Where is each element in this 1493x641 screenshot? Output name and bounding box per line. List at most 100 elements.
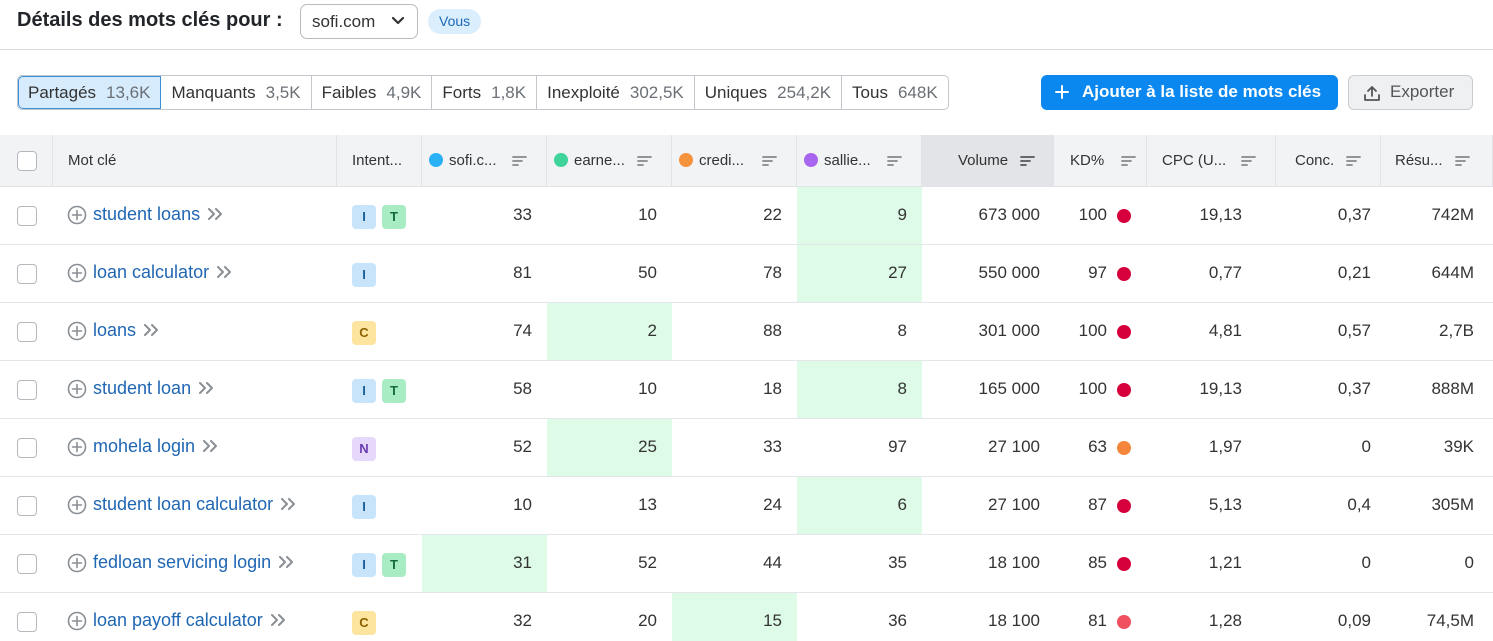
column-header-intent[interactable]: Intent... bbox=[337, 135, 422, 187]
table-row: student loan calculator I 10 13 24 6 27 100 87 5… bbox=[0, 477, 1493, 535]
position-value: 13 bbox=[638, 495, 657, 514]
position-cell-d1: 74 bbox=[422, 303, 547, 360]
keyword-link[interactable]: fedloan servicing login bbox=[93, 552, 296, 573]
kd-value: 100 bbox=[1078, 321, 1107, 340]
position-cell-d4: 36 bbox=[797, 593, 922, 641]
position-cell-d3: 88 bbox=[672, 303, 797, 360]
sort-icon bbox=[1241, 156, 1256, 166]
tab-partagés[interactable]: Partagés 13,6K bbox=[18, 76, 162, 109]
column-header-volume[interactable]: Volume bbox=[922, 135, 1054, 187]
keyword-link[interactable]: mohela login bbox=[93, 436, 220, 457]
tab-count: 13,6K bbox=[106, 82, 151, 102]
position-cell-d2: 2 bbox=[547, 303, 672, 360]
kd-value: 100 bbox=[1078, 379, 1107, 398]
tab-label: Manquants bbox=[171, 82, 256, 102]
kd-difficulty-dot bbox=[1117, 441, 1131, 455]
column-header-d2[interactable]: earne... bbox=[547, 135, 672, 187]
keyword-link[interactable]: loans bbox=[93, 320, 161, 341]
cpc-value: 4,81 bbox=[1208, 321, 1242, 340]
domain-dot-icon bbox=[554, 153, 568, 167]
kd-difficulty-dot bbox=[1117, 499, 1131, 513]
add-circle-icon bbox=[67, 495, 87, 515]
double-chevron-right-icon bbox=[208, 208, 223, 220]
competition-value: 0,09 bbox=[1337, 611, 1371, 630]
position-value: 81 bbox=[513, 263, 532, 282]
column-header-conc[interactable]: Conc. bbox=[1276, 135, 1381, 187]
sort-icon bbox=[637, 156, 652, 166]
tab-tous[interactable]: Tous 648K bbox=[842, 76, 948, 109]
position-cell-d2: 13 bbox=[547, 477, 672, 534]
keyword-link[interactable]: student loan bbox=[93, 378, 216, 399]
column-header-d3[interactable]: credi... bbox=[672, 135, 797, 187]
tab-label: Partagés bbox=[28, 82, 97, 102]
keyword-link[interactable]: student loan calculator bbox=[93, 494, 298, 515]
tab-label: Forts bbox=[442, 82, 482, 102]
position-value: 32 bbox=[513, 611, 532, 630]
sort-icon bbox=[887, 156, 902, 166]
column-header-text: earne... bbox=[574, 152, 625, 169]
position-cell-d4: 8 bbox=[797, 303, 922, 360]
add-circle-icon bbox=[67, 553, 87, 573]
keyword-text: fedloan servicing login bbox=[93, 552, 272, 572]
export-button[interactable]: Exporter bbox=[1348, 75, 1473, 110]
table-row: mohela login N 52 25 33 97 27 100 63 1,97 0 39K bbox=[0, 419, 1493, 477]
column-header-d4[interactable]: sallie... bbox=[797, 135, 922, 187]
intent-badge: I bbox=[352, 379, 376, 403]
position-cell-d4: 9 bbox=[797, 187, 922, 244]
intent-badge: T bbox=[382, 379, 406, 403]
kd-value: 63 bbox=[1088, 437, 1107, 456]
position-value: 50 bbox=[638, 263, 657, 282]
domain-dot-icon bbox=[804, 153, 818, 167]
position-cell-d3: 33 bbox=[672, 419, 797, 476]
add-to-keyword-list-button[interactable]: Ajouter à la liste de mots clés bbox=[1041, 75, 1338, 110]
position-value: 97 bbox=[888, 437, 907, 456]
kd-value: 81 bbox=[1088, 611, 1107, 630]
row-checkbox[interactable] bbox=[17, 496, 37, 516]
row-checkbox[interactable] bbox=[17, 438, 37, 458]
position-cell-d4: 27 bbox=[797, 245, 922, 302]
double-chevron-right-icon bbox=[199, 382, 214, 394]
results-value: 39K bbox=[1443, 437, 1474, 456]
row-checkbox[interactable] bbox=[17, 612, 37, 632]
position-cell-d1: 58 bbox=[422, 361, 547, 418]
column-header-results[interactable]: Résu... bbox=[1381, 135, 1493, 187]
row-checkbox[interactable] bbox=[17, 554, 37, 574]
select-all-checkbox[interactable] bbox=[17, 151, 37, 171]
keyword-link[interactable]: loan calculator bbox=[93, 262, 234, 283]
position-cell-d3: 22 bbox=[672, 187, 797, 244]
position-value: 18 bbox=[763, 379, 782, 398]
column-header-text: CPC (U... bbox=[1162, 152, 1227, 169]
position-value: 20 bbox=[638, 611, 657, 630]
row-checkbox[interactable] bbox=[17, 206, 37, 226]
row-checkbox[interactable] bbox=[17, 264, 37, 284]
results-value: 644M bbox=[1431, 263, 1474, 282]
position-value: 33 bbox=[763, 437, 782, 456]
row-checkbox[interactable] bbox=[17, 380, 37, 400]
intent-badge: T bbox=[382, 553, 406, 577]
position-value: 52 bbox=[513, 437, 532, 456]
keyword-link[interactable]: student loans bbox=[93, 204, 225, 225]
position-cell-d2: 10 bbox=[547, 187, 672, 244]
competition-value: 0 bbox=[1361, 437, 1371, 456]
tab-count: 254,2K bbox=[777, 82, 832, 102]
tab-inexploité[interactable]: Inexploité 302,5K bbox=[537, 76, 695, 109]
results-value: 888M bbox=[1431, 379, 1474, 398]
domain-select[interactable]: sofi.com bbox=[300, 4, 418, 39]
keyword-link[interactable]: loan payoff calculator bbox=[93, 610, 288, 631]
tab-count: 302,5K bbox=[629, 82, 684, 102]
tab-forts[interactable]: Forts 1,8K bbox=[432, 76, 538, 109]
position-value: 22 bbox=[763, 205, 782, 224]
position-value: 27 bbox=[888, 263, 907, 282]
column-header-label: Volume bbox=[958, 152, 1008, 169]
tab-faibles[interactable]: Faibles 4,9K bbox=[311, 76, 433, 109]
column-header-cpc[interactable]: CPC (U... bbox=[1147, 135, 1276, 187]
table-row: student loans I T 33 10 22 9 673 000 100 19,13 0,3… bbox=[0, 187, 1493, 245]
tab-uniques[interactable]: Uniques 254,2K bbox=[694, 76, 843, 109]
tab-count: 648K bbox=[897, 82, 938, 102]
tab-manquants[interactable]: Manquants 3,5K bbox=[161, 76, 312, 109]
column-header-keyword[interactable]: Mot clé bbox=[53, 135, 337, 187]
column-header-d1[interactable]: sofi.c... bbox=[422, 135, 547, 187]
column-header-kd[interactable]: KD% bbox=[1054, 135, 1147, 187]
row-checkbox[interactable] bbox=[17, 322, 37, 342]
position-cell-d3: 18 bbox=[672, 361, 797, 418]
